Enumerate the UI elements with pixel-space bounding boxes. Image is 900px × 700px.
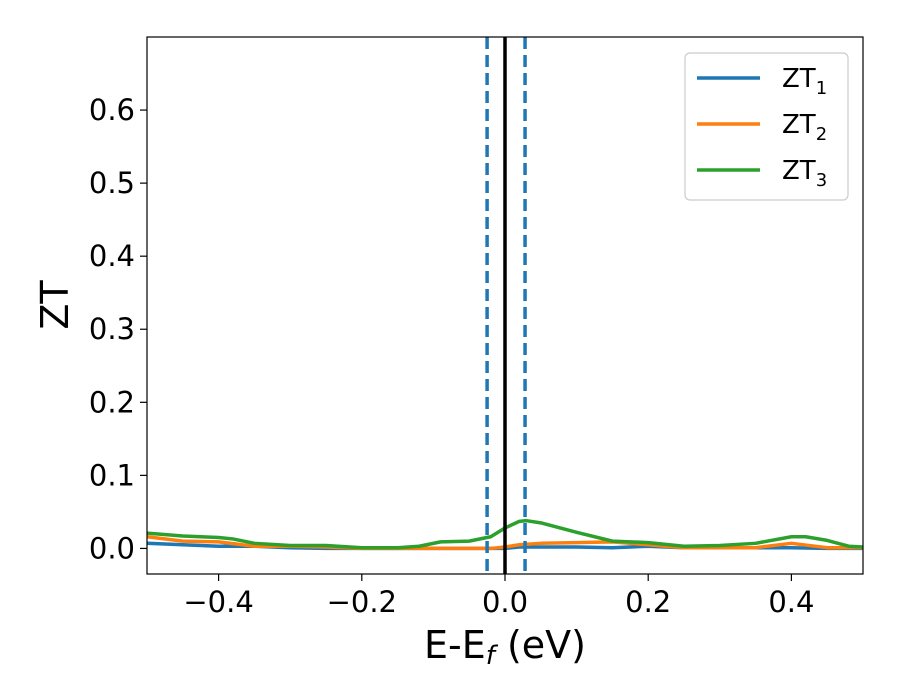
legend-label: ZT1 bbox=[782, 64, 827, 99]
y-tick-label: 0.3 bbox=[89, 312, 135, 346]
x-tick-label: −0.2 bbox=[327, 585, 397, 619]
x-axis-label: E-Ef (eV) bbox=[424, 623, 586, 671]
x-tick-label: −0.4 bbox=[183, 585, 253, 619]
series-line-zt3 bbox=[147, 518, 863, 550]
y-tick-label: 0.5 bbox=[89, 166, 135, 200]
y-tick-label: 0.0 bbox=[89, 531, 135, 565]
axis-ticks: −0.4 −0.2 0.0 0.2 0.4 0.0 0.1 0.2 0.3 0.4 0.5 0.6 bbox=[89, 93, 815, 619]
x-tick-label: 0.2 bbox=[625, 585, 671, 619]
y-tick-label: 0.6 bbox=[89, 93, 135, 127]
x-tick-label: 0.0 bbox=[482, 585, 528, 619]
x-axis-label-unit: (eV) bbox=[495, 623, 586, 667]
y-tick-label: 0.1 bbox=[89, 458, 135, 492]
legend-label: ZT3 bbox=[782, 156, 827, 191]
legend-box bbox=[684, 52, 849, 201]
plot-area bbox=[147, 37, 863, 574]
y-axis-label: ZT bbox=[33, 280, 77, 330]
y-tick-label: 0.4 bbox=[89, 239, 135, 273]
y-tick-label: 0.2 bbox=[89, 385, 135, 419]
legend: ZT1 ZT2 ZT3 bbox=[684, 52, 849, 201]
x-axis-label-main: E-E bbox=[424, 623, 486, 667]
x-tick-label: 0.4 bbox=[768, 585, 814, 619]
legend-label: ZT2 bbox=[782, 110, 827, 145]
